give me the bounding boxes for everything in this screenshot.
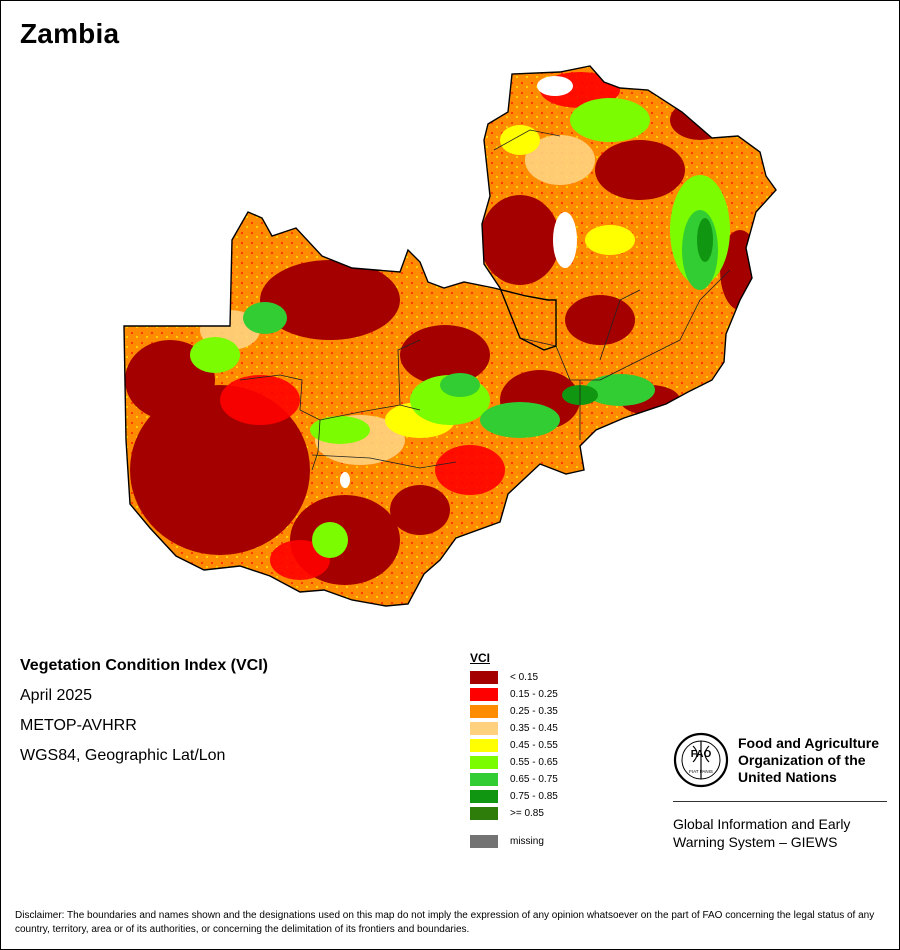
projection-info: WGS84, Geographic Lat/Lon [20, 747, 226, 764]
legend-title: VCI [470, 651, 491, 665]
organization-name: Food and Agriculture Organization of the… [738, 735, 880, 785]
index-name: Vegetation Condition Index (VCI) [20, 657, 268, 674]
province-boundaries [239, 129, 731, 471]
legend-swatch [470, 807, 498, 820]
legend-swatch [470, 739, 498, 752]
legend-swatch [470, 671, 498, 684]
sensor-name: METOP-AVHRR [20, 717, 137, 734]
giews-name: Global Information and Early Warning Sys… [673, 816, 851, 850]
vci-raster [124, 66, 776, 606]
disclaimer: Disclaimer: The boundaries and names sho… [15, 910, 875, 935]
legend-swatch [470, 688, 498, 701]
legend-swatch [470, 790, 498, 803]
legend-label: 0.65 - 0.75 [510, 774, 558, 785]
legend-swatch [470, 705, 498, 718]
legend-label: 0.45 - 0.55 [510, 740, 558, 751]
map-date: April 2025 [20, 687, 93, 704]
fao-logo-motto: FIAT PANIS [689, 769, 713, 774]
legend-label: 0.15 - 0.25 [510, 689, 558, 700]
legend-label: >= 0.85 [510, 808, 544, 819]
legend-label: 0.35 - 0.45 [510, 723, 558, 734]
fao-logo-icon: FAO FIAT PANIS [673, 732, 729, 788]
legend-label: missing [510, 836, 544, 847]
legend-swatch [470, 773, 498, 786]
legend-label: < 0.15 [510, 672, 539, 683]
legend-label: 0.25 - 0.35 [510, 706, 558, 717]
legend-label: 0.55 - 0.65 [510, 757, 558, 768]
legend-swatch [470, 835, 498, 848]
legend-swatch [470, 722, 498, 735]
fao-logo-text: FAO [691, 749, 712, 760]
legend-label: 0.75 - 0.85 [510, 791, 558, 802]
divider [673, 801, 887, 802]
legend-swatch [470, 756, 498, 769]
map-title: Zambia [20, 18, 120, 49]
vci-map [123, 65, 777, 607]
